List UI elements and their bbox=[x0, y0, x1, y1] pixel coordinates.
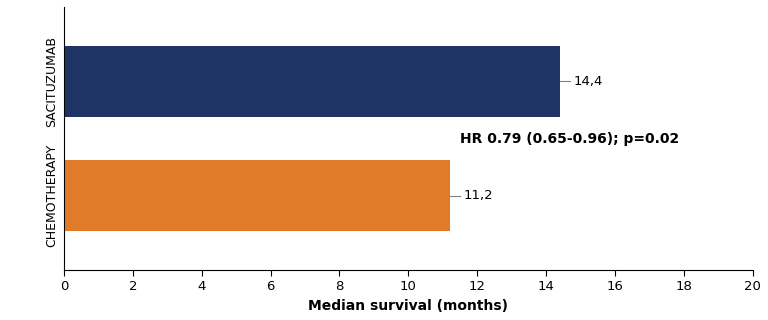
X-axis label: Median survival (months): Median survival (months) bbox=[308, 299, 508, 313]
Bar bbox=[64, 160, 449, 231]
Text: 11,2: 11,2 bbox=[463, 189, 493, 202]
Bar bbox=[64, 46, 560, 117]
Text: 14,4: 14,4 bbox=[574, 75, 603, 88]
Text: HR 0.79 (0.65-0.96); p=0.02: HR 0.79 (0.65-0.96); p=0.02 bbox=[460, 132, 679, 146]
